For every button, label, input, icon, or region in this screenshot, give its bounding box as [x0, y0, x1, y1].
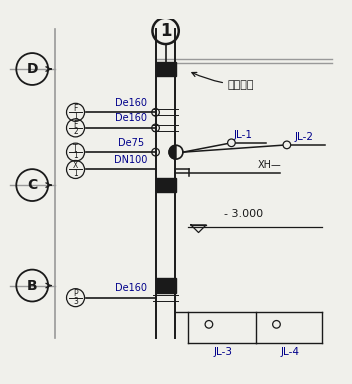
Circle shape — [228, 139, 235, 147]
Text: XH—: XH— — [257, 160, 281, 170]
Text: T: T — [73, 144, 78, 153]
Text: - 3.000: - 3.000 — [224, 209, 263, 218]
Text: D: D — [26, 62, 38, 76]
Text: De160: De160 — [115, 283, 147, 293]
Text: JL-3: JL-3 — [213, 347, 232, 357]
Text: C: C — [27, 178, 37, 192]
Text: P: P — [73, 290, 78, 298]
Polygon shape — [169, 145, 176, 159]
Text: 1: 1 — [73, 151, 78, 161]
Text: JL-4: JL-4 — [281, 347, 300, 357]
Bar — [156, 62, 176, 76]
Text: 3: 3 — [73, 297, 78, 306]
Text: F: F — [73, 119, 78, 129]
Text: 1: 1 — [73, 169, 78, 178]
Text: X: X — [73, 161, 78, 170]
Text: 1: 1 — [160, 22, 171, 40]
Circle shape — [283, 141, 291, 149]
Text: DN100: DN100 — [114, 155, 147, 165]
Text: JL-1: JL-1 — [234, 130, 253, 140]
Circle shape — [273, 321, 280, 328]
Text: De160: De160 — [115, 98, 147, 108]
Text: 防水套管: 防水套管 — [192, 73, 254, 90]
Text: JL-2: JL-2 — [295, 132, 314, 142]
Text: B: B — [27, 278, 38, 293]
Text: De75: De75 — [118, 137, 144, 148]
Bar — [156, 178, 176, 192]
Bar — [156, 278, 176, 293]
Text: F: F — [73, 104, 78, 113]
Text: 1: 1 — [73, 112, 78, 121]
Circle shape — [205, 321, 213, 328]
Text: 2: 2 — [73, 127, 78, 136]
Text: De160: De160 — [115, 113, 147, 123]
